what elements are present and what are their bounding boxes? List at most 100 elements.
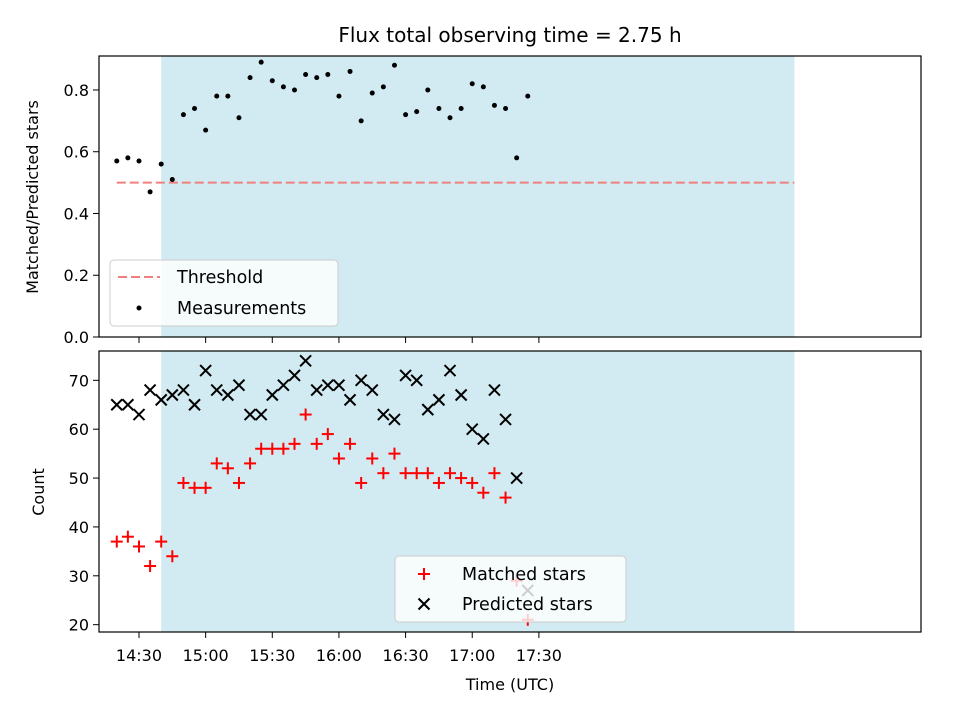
matched-star-point xyxy=(232,476,245,489)
measurement-point xyxy=(203,127,209,133)
y-tick-label: 70 xyxy=(69,371,89,390)
predicted-star-point xyxy=(321,379,335,392)
predicted-star-point xyxy=(477,432,490,446)
matched-star-point xyxy=(355,476,368,489)
predicted-star-point xyxy=(177,383,190,397)
measurement-point xyxy=(403,112,409,118)
predicted-star-point xyxy=(399,369,412,382)
predicted-star-point xyxy=(421,403,435,416)
x-tick-label: 17:30 xyxy=(516,646,562,665)
predicted-star-point xyxy=(188,398,201,411)
measurement-point xyxy=(458,105,464,111)
predicted-star-point xyxy=(254,408,268,421)
matched-star-point xyxy=(366,452,379,465)
matched-star-point xyxy=(177,476,190,489)
measurement-point xyxy=(525,93,531,99)
measurement-point xyxy=(169,177,175,183)
bottom-plot-frame xyxy=(98,350,922,633)
matched-star-point xyxy=(421,467,434,480)
matched-star-point xyxy=(199,481,212,494)
y-tick-label: 50 xyxy=(69,469,89,488)
measurement-point xyxy=(325,72,331,78)
matched-star-point xyxy=(432,476,445,489)
predicted-star-point xyxy=(288,369,301,382)
measurement-point xyxy=(236,115,242,121)
measurement-point xyxy=(491,102,497,108)
matched-star-point xyxy=(399,467,412,480)
predicted-star-point xyxy=(243,408,257,421)
predicted-star-point xyxy=(232,379,246,392)
x-tick-label: 14:30 xyxy=(116,646,162,665)
measurement-point xyxy=(303,72,309,78)
matched-star-point xyxy=(155,535,168,548)
ratio-panel: 0.00.20.40.60.8 Matched/Predicted stars … xyxy=(23,55,922,347)
measurement-point xyxy=(425,87,431,93)
measurement-point xyxy=(469,81,475,87)
matched-star-point xyxy=(377,467,390,480)
bottom-marks xyxy=(110,354,534,626)
matched-star-point xyxy=(244,457,257,470)
measurement-point xyxy=(114,158,120,164)
predicted-star-point xyxy=(266,388,279,402)
predicted-star-point xyxy=(332,379,346,392)
legend-matched-label: Matched stars xyxy=(462,565,586,585)
top-legend: Threshold Measurements xyxy=(109,259,339,327)
matched-star-point xyxy=(188,481,201,494)
top-x-axis xyxy=(138,337,540,343)
measurement-point xyxy=(503,105,509,111)
matched-star-point xyxy=(255,442,268,455)
y-tick-label: 0.2 xyxy=(64,266,89,285)
matched-star-point xyxy=(344,437,357,450)
x-tick-label: 16:00 xyxy=(316,646,362,665)
matched-star-point xyxy=(210,457,223,470)
matched-star-point xyxy=(410,467,423,480)
measurement-point xyxy=(347,68,353,74)
x-tick-label: 17:00 xyxy=(449,646,495,665)
predicted-star-point xyxy=(154,393,168,407)
matched-star-point xyxy=(221,462,234,475)
measurement-point xyxy=(314,75,320,81)
measurement-point xyxy=(258,59,264,65)
predicted-star-point xyxy=(166,388,179,402)
matched-star-point xyxy=(477,486,490,499)
bottom-y-axis-label: Count xyxy=(29,468,48,516)
predicted-star-point xyxy=(510,471,523,485)
measurement-point xyxy=(391,62,397,68)
measurement-point xyxy=(180,112,186,118)
measurement-point xyxy=(480,84,486,90)
legend-predicted-label: Predicted stars xyxy=(462,595,593,615)
measurement-point xyxy=(192,105,198,111)
measurement-point xyxy=(436,105,442,111)
measurement-point xyxy=(369,90,375,96)
measurement-point xyxy=(414,109,420,115)
predicted-star-point xyxy=(210,383,223,397)
y-tick-label: 30 xyxy=(69,567,89,586)
predicted-star-point xyxy=(299,354,312,367)
matched-star-point xyxy=(388,447,401,460)
measurement-point xyxy=(147,189,153,195)
predicted-star-point xyxy=(454,388,468,402)
predicted-star-point xyxy=(277,379,290,392)
predicted-star-point xyxy=(343,393,357,407)
measurement-point xyxy=(358,118,364,124)
matched-star-point xyxy=(499,491,512,504)
top-marks xyxy=(114,59,795,195)
predicted-star-point xyxy=(310,383,323,397)
predicted-star-point xyxy=(443,364,457,377)
legend-threshold-label: Threshold xyxy=(176,268,263,288)
predicted-star-point xyxy=(121,398,135,411)
predicted-star-point xyxy=(199,364,212,377)
predicted-star-point xyxy=(432,393,446,407)
count-panel: 20 30 40 50 60 70 14:30 15:00 15:30 16:00 16:30 17… xyxy=(29,350,922,694)
predicted-star-point xyxy=(388,413,401,426)
y-tick-label: 0.4 xyxy=(64,204,89,223)
matched-star-point xyxy=(321,428,334,441)
predicted-star-point xyxy=(132,408,146,421)
y-tick-label: 40 xyxy=(69,518,89,537)
measurement-point xyxy=(336,93,342,99)
predicted-star-point xyxy=(221,388,235,402)
measurement-point xyxy=(269,78,275,84)
matched-star-point xyxy=(466,476,479,489)
matched-star-point xyxy=(310,437,323,450)
